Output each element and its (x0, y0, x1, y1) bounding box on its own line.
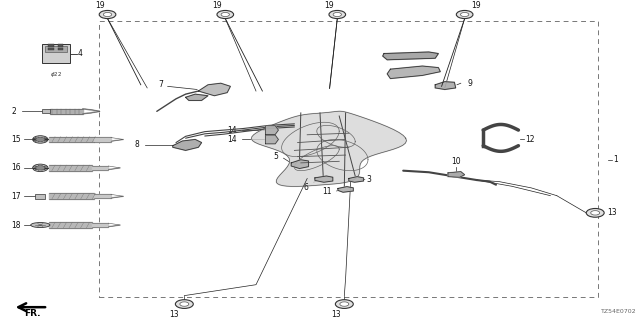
Polygon shape (349, 177, 364, 182)
Text: FR.: FR. (24, 309, 40, 318)
Text: 14: 14 (227, 125, 237, 135)
Ellipse shape (31, 222, 50, 228)
Circle shape (586, 209, 604, 217)
Text: $\phi$22: $\phi$22 (50, 70, 62, 79)
Circle shape (104, 12, 112, 17)
Text: 19: 19 (95, 2, 104, 11)
Bar (99, 21, 598, 297)
Polygon shape (198, 83, 230, 96)
Circle shape (33, 164, 48, 172)
Circle shape (340, 302, 349, 306)
Polygon shape (83, 109, 100, 111)
Text: 13: 13 (331, 310, 341, 319)
Text: 6: 6 (303, 183, 308, 193)
Text: 9: 9 (467, 79, 472, 88)
Polygon shape (315, 176, 333, 182)
Text: 3: 3 (366, 175, 371, 184)
Circle shape (180, 302, 189, 306)
Polygon shape (383, 52, 438, 60)
Polygon shape (108, 225, 120, 227)
Polygon shape (173, 140, 202, 150)
Text: 15: 15 (12, 135, 21, 144)
Circle shape (175, 300, 193, 308)
Polygon shape (266, 126, 278, 134)
Circle shape (99, 11, 116, 19)
Circle shape (333, 12, 342, 17)
Text: TZ54E0702: TZ54E0702 (601, 309, 637, 314)
Circle shape (221, 12, 229, 17)
Polygon shape (435, 82, 456, 90)
Polygon shape (448, 172, 465, 177)
Text: 12: 12 (525, 135, 534, 144)
Text: 11: 11 (322, 187, 332, 196)
Polygon shape (266, 135, 278, 144)
Text: 7: 7 (158, 80, 163, 89)
Polygon shape (108, 168, 120, 169)
Polygon shape (387, 66, 440, 78)
Circle shape (461, 12, 468, 17)
Polygon shape (111, 196, 124, 198)
Circle shape (217, 11, 234, 19)
Circle shape (456, 11, 473, 19)
Text: 14: 14 (227, 135, 237, 144)
Text: 8: 8 (135, 140, 140, 149)
Text: 19: 19 (324, 2, 334, 11)
Polygon shape (338, 187, 353, 192)
Polygon shape (252, 111, 406, 187)
Text: 10: 10 (451, 157, 461, 166)
Circle shape (33, 136, 48, 143)
Bar (42, 109, 50, 113)
Circle shape (335, 300, 353, 308)
Text: 13: 13 (169, 310, 179, 319)
Polygon shape (291, 160, 308, 169)
Bar (58, 48, 63, 51)
Polygon shape (83, 111, 100, 114)
Bar (48, 44, 54, 47)
Text: 1: 1 (613, 155, 618, 164)
Text: 4: 4 (78, 49, 83, 58)
Text: 2: 2 (12, 107, 16, 116)
Polygon shape (186, 94, 208, 100)
Text: 19: 19 (471, 2, 481, 11)
Bar (42, 44, 70, 63)
Bar (35, 194, 45, 199)
Circle shape (591, 211, 600, 215)
Bar (45, 46, 67, 52)
Bar (58, 44, 63, 47)
Text: 5: 5 (273, 152, 278, 161)
Polygon shape (111, 140, 124, 141)
Circle shape (329, 11, 346, 19)
Bar (48, 48, 54, 51)
Text: 18: 18 (12, 220, 21, 229)
Circle shape (36, 137, 45, 142)
Text: 13: 13 (607, 208, 616, 217)
Circle shape (36, 166, 45, 170)
Text: 16: 16 (12, 164, 21, 172)
Text: 17: 17 (12, 192, 21, 201)
Text: 19: 19 (212, 2, 222, 11)
